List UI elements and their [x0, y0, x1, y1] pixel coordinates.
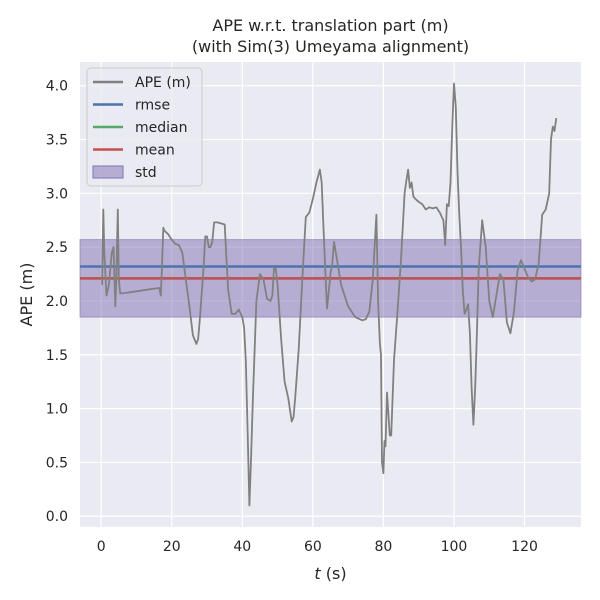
series-layer — [101, 82, 558, 507]
x-tick-label: 20 — [163, 539, 181, 555]
x-tick-label: 40 — [233, 539, 251, 555]
y-tick-label: 0.5 — [46, 455, 68, 471]
y-tick-label: 0.0 — [46, 509, 68, 525]
y-axis-label: APE (m) — [17, 263, 36, 327]
x-axis-label-variable: t — [314, 564, 321, 583]
y-tick-label: 1.5 — [46, 348, 68, 364]
y-tick-label: 4.0 — [46, 79, 68, 95]
legend-label: median — [135, 120, 187, 136]
y-tick-label: 3.5 — [46, 133, 68, 149]
x-tick-label: 60 — [304, 539, 322, 555]
x-tick-label: 0 — [97, 539, 106, 555]
x-axis-label: t (s) — [314, 564, 346, 583]
y-tick-label: 2.0 — [46, 294, 68, 310]
x-tick-label: 120 — [511, 539, 538, 555]
legend-frame — [86, 67, 203, 187]
legend-label: std — [135, 165, 157, 181]
x-axis-label-unit: (s) — [321, 564, 347, 583]
x-tick-label: 80 — [375, 539, 393, 555]
y-tick-label: 3.0 — [46, 186, 68, 202]
legend-std-swatch — [92, 165, 124, 179]
legend-label: APE (m) — [135, 75, 191, 91]
legend-label: rmse — [135, 98, 170, 114]
legend: APE (m) rmse median mean std — [86, 67, 203, 187]
tick-labels: 0 20 40 60 80 100 120 0.0 0.5 1.0 1.5 2.0 2.5 3.0 3.5 4… — [46, 79, 538, 555]
y-tick-label: 1.0 — [46, 402, 68, 418]
y-tick-label: 2.5 — [46, 240, 68, 256]
ape-series-line — [101, 82, 558, 507]
chart-title-line2: (with Sim(3) Umeyama alignment) — [192, 37, 469, 56]
x-tick-label: 100 — [441, 539, 468, 555]
chart-title-line1: APE w.r.t. translation part (m) — [212, 16, 448, 35]
legend-label: mean — [135, 143, 175, 159]
